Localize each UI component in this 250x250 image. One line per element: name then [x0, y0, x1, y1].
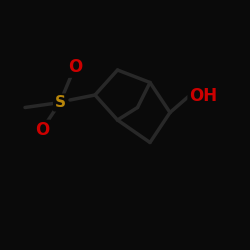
Text: O: O	[36, 121, 50, 139]
Text: O: O	[68, 58, 82, 76]
Text: S: S	[54, 95, 66, 110]
Text: OH: OH	[189, 87, 217, 105]
